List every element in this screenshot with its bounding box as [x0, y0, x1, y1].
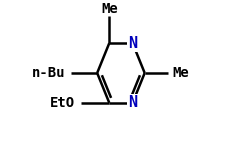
Text: EtO: EtO — [50, 96, 75, 110]
Text: n-Bu: n-Bu — [32, 66, 66, 80]
Text: N: N — [128, 36, 137, 51]
Text: Me: Me — [172, 66, 189, 80]
Text: Me: Me — [101, 2, 118, 16]
Text: N: N — [128, 95, 137, 110]
